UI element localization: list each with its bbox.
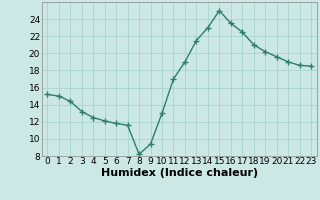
- X-axis label: Humidex (Indice chaleur): Humidex (Indice chaleur): [100, 168, 258, 178]
